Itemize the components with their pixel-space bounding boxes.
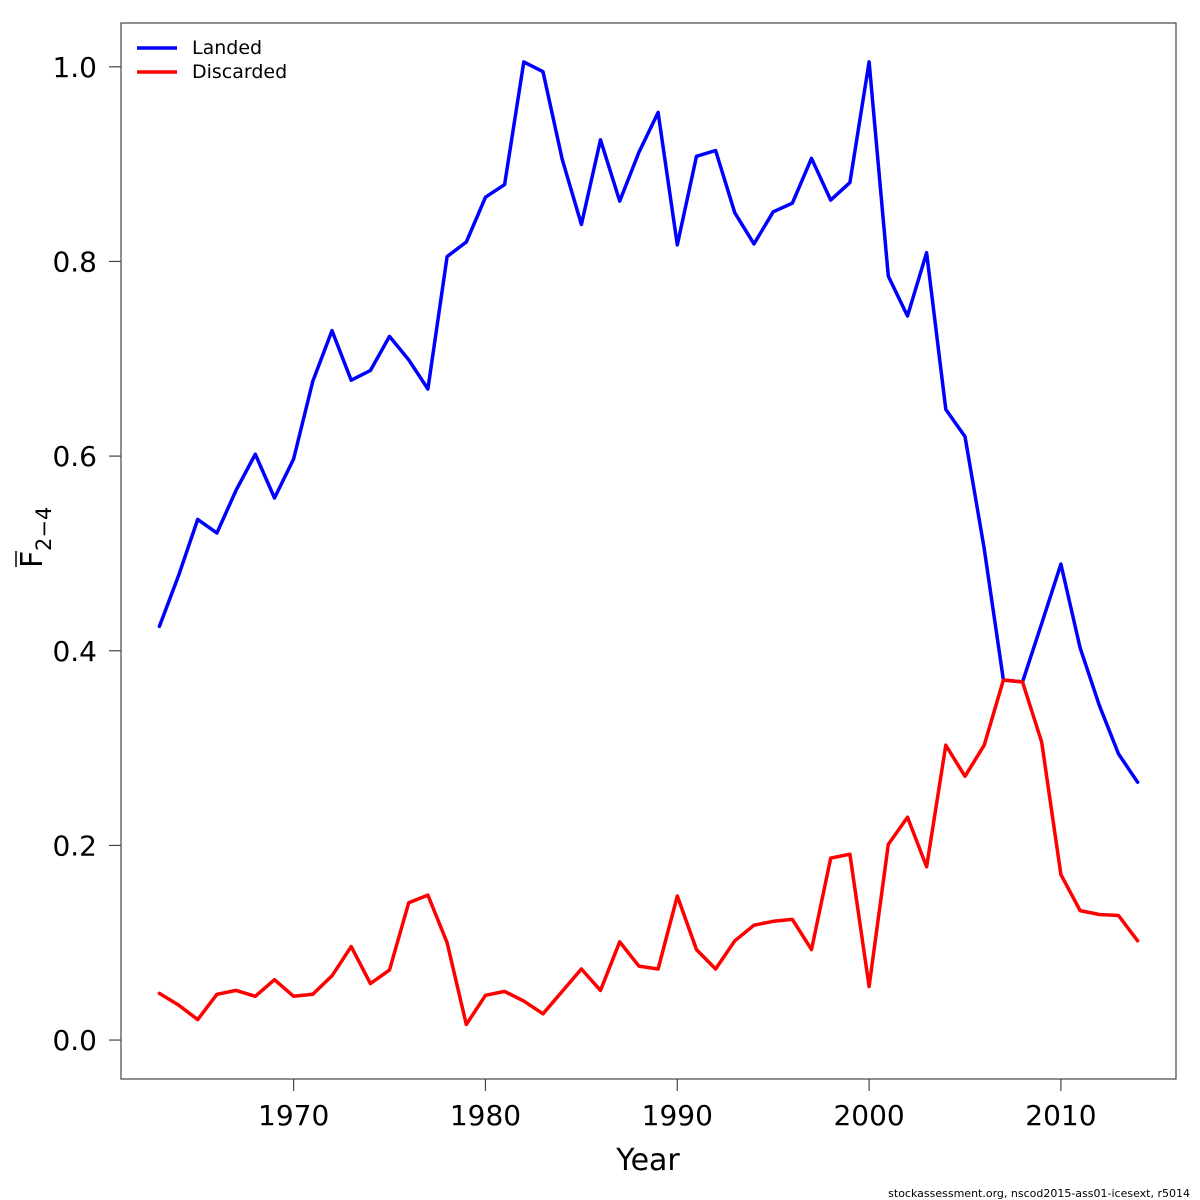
legend-label-discarded: Discarded bbox=[192, 61, 287, 83]
x-axis-title: Year bbox=[615, 1143, 680, 1178]
series-line-landed bbox=[157, 60, 1140, 784]
y-axis-title-main: F bbox=[15, 551, 50, 568]
legend: Landed Discarded bbox=[137, 37, 287, 83]
x-tick-label: 1970 bbox=[258, 1099, 329, 1132]
series-line-discarded bbox=[157, 678, 1140, 1027]
x-axis: 1970 1980 1990 2000 2010 bbox=[258, 1079, 1097, 1132]
y-tick-label: 0.4 bbox=[52, 635, 97, 668]
y-axis-title: F 2−4 bbox=[15, 507, 56, 568]
y-tick-label: 0.0 bbox=[52, 1024, 97, 1057]
y-tick-label: 1.0 bbox=[52, 51, 97, 84]
x-tick-label: 2010 bbox=[1025, 1099, 1096, 1132]
y-axis-title-subscript: 2−4 bbox=[32, 507, 56, 551]
series-lines bbox=[157, 60, 1140, 1027]
y-axis: 0.0 0.2 0.4 0.6 0.8 1.0 bbox=[52, 51, 121, 1057]
y-tick-label: 0.8 bbox=[52, 245, 97, 278]
x-tick-label: 1980 bbox=[450, 1099, 521, 1132]
legend-label-landed: Landed bbox=[192, 37, 262, 59]
footer-note: stockassessment.org, nscod2015-ass01-ice… bbox=[888, 1187, 1190, 1200]
y-tick-label: 0.2 bbox=[52, 829, 97, 862]
x-tick-label: 1990 bbox=[642, 1099, 713, 1132]
y-tick-label: 0.6 bbox=[52, 440, 97, 473]
x-tick-label: 2000 bbox=[833, 1099, 904, 1132]
plot-frame bbox=[120, 22, 1177, 1080]
